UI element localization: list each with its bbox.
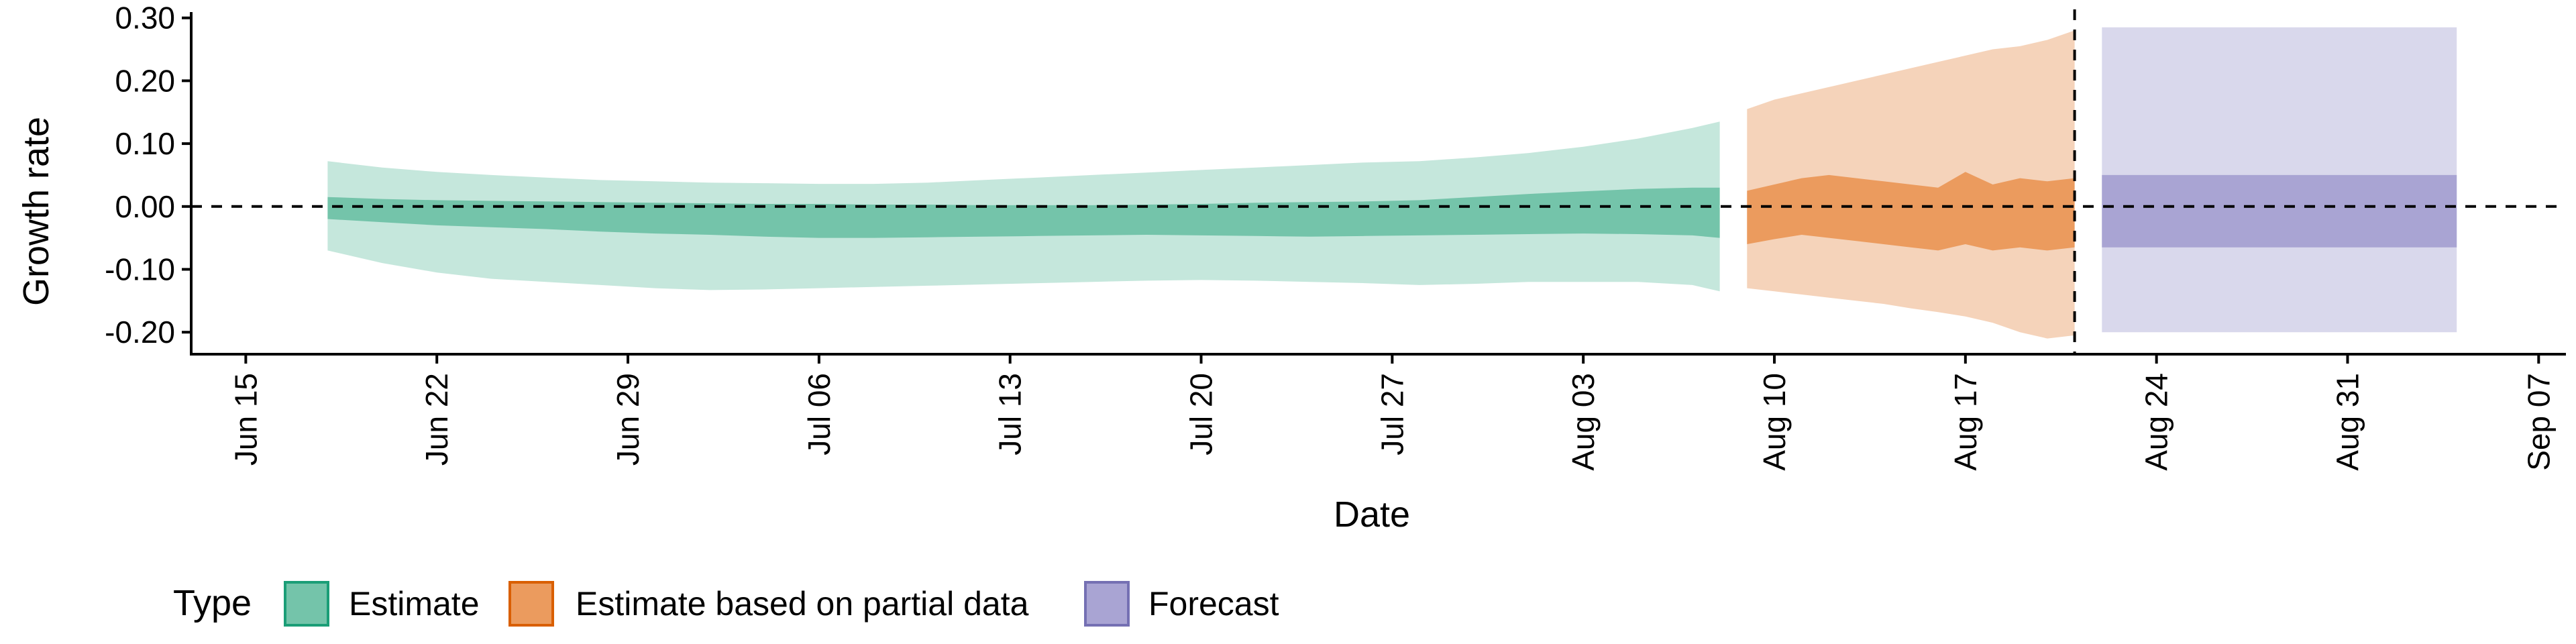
x-tick-label: Jul 13 — [993, 373, 1028, 455]
y-axis-title: Growth rate — [16, 117, 56, 306]
legend-key-3 — [1084, 581, 1130, 627]
estimate-inner-band — [327, 187, 1720, 238]
legend: Type Estimate Estimate based on partial d… — [173, 581, 1279, 627]
x-axis-title: Date — [1334, 494, 1410, 535]
legend-label-3: Forecast — [1148, 585, 1279, 623]
reference-lines — [191, 9, 2566, 354]
x-tick-label: Jun 29 — [610, 373, 645, 466]
x-tick-label: Aug 17 — [1948, 373, 1983, 471]
forecast-inner-band — [2102, 174, 2457, 248]
legend-title: Type — [173, 583, 252, 623]
x-tick-label: Jun 22 — [419, 373, 454, 466]
estimate-based-on-partial-data-inner-band — [1747, 172, 2075, 251]
confidence-bands — [327, 27, 2457, 339]
x-tick-label: Jun 15 — [228, 373, 263, 466]
legend-key-1 — [284, 581, 329, 627]
x-tick-label: Aug 31 — [2330, 373, 2365, 471]
x-tick-label: Jul 06 — [802, 373, 837, 455]
legend-key-2 — [508, 581, 554, 627]
y-tick-label: 0.10 — [115, 126, 175, 161]
x-tick-label: Jul 27 — [1375, 373, 1409, 455]
x-tick-label: Aug 03 — [1566, 373, 1601, 471]
y-tick-label: -0.10 — [105, 252, 175, 287]
x-tick-label: Jul 20 — [1184, 373, 1219, 455]
y-tick-label: 0.30 — [115, 1, 175, 36]
x-tick-label: Sep 07 — [2521, 373, 2556, 471]
legend-label-1: Estimate — [349, 585, 480, 623]
estimate-based-on-partial-data-outer-band — [1747, 30, 2075, 339]
x-tick-label: Aug 24 — [2139, 373, 2174, 471]
y-tick-label: 0.00 — [115, 189, 175, 224]
x-axis-ticks: Jun 15 Jun 22 Jun 29 Jul 06 Jul 13 Jul 20 Jul … — [228, 354, 2556, 471]
y-tick-label: -0.20 — [105, 315, 175, 350]
x-tick-label: Aug 10 — [1757, 373, 1792, 471]
axes — [190, 12, 2566, 356]
y-tick-label: 0.20 — [115, 63, 175, 98]
legend-label-2: Estimate based on partial data — [576, 585, 1029, 623]
y-axis-ticks: -0.20 -0.10 0.00 0.10 0.20 0.30 — [105, 1, 191, 350]
